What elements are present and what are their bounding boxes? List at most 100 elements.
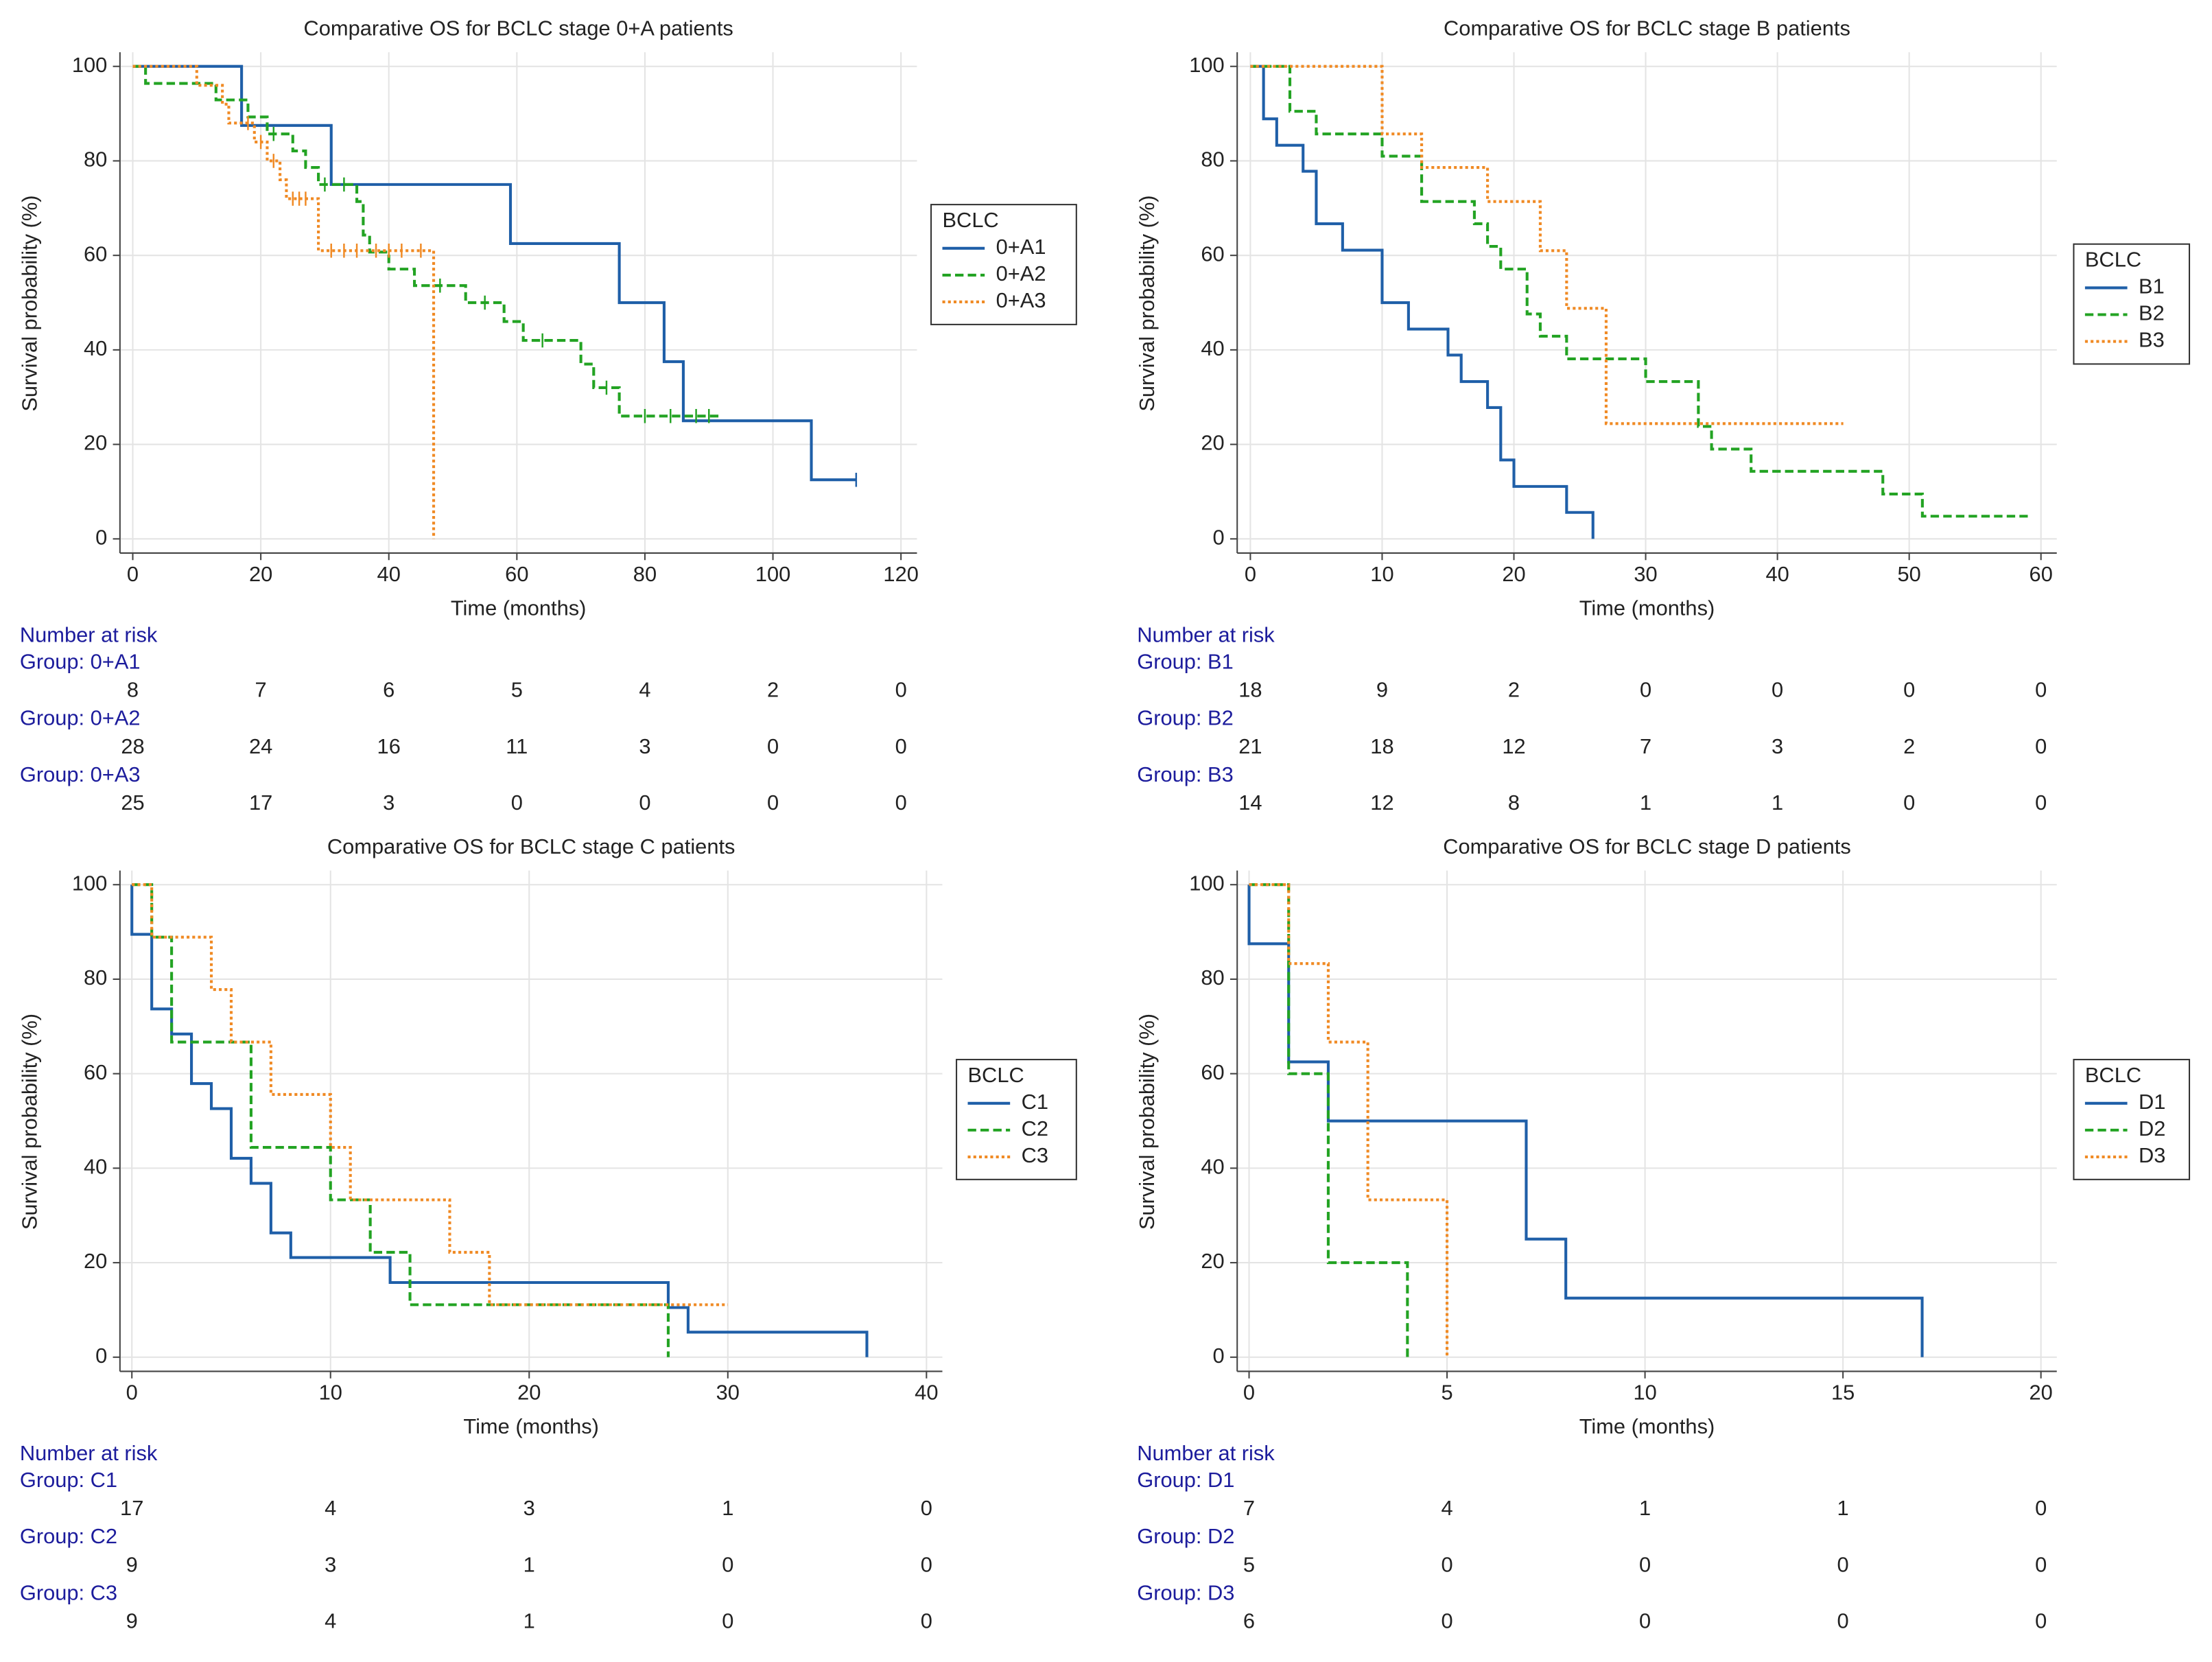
legend-label: D3 (2139, 1143, 2165, 1167)
risk-count: 0 (722, 1609, 733, 1633)
y-tick-label: 0 (95, 1344, 107, 1368)
x-tick-label: 0 (126, 1380, 138, 1404)
risk-table-title: Number at risk (20, 622, 158, 646)
x-tick-label: 10 (319, 1380, 342, 1404)
risk-count: 3 (523, 1496, 535, 1520)
survival-curve (132, 65, 856, 482)
risk-count: 0 (1640, 678, 1651, 702)
x-tick-label: 15 (1831, 1380, 1855, 1404)
risk-count: 0 (921, 1496, 932, 1520)
y-tick-label: 60 (84, 242, 107, 266)
risk-group-label: Group: D2 (1137, 1524, 1234, 1548)
y-axis-label: Survival probability (%) (1135, 1014, 1159, 1230)
risk-group-label: Group: 0+A3 (20, 762, 141, 786)
risk-count: 0 (767, 791, 779, 815)
y-tick-label: 80 (1201, 148, 1224, 172)
risk-count: 0 (1441, 1609, 1452, 1633)
y-tick-label: 20 (84, 1249, 107, 1273)
risk-count: 2 (1508, 678, 1520, 702)
survival-curve (1249, 883, 1449, 1357)
risk-count: 3 (325, 1552, 336, 1576)
risk-count: 1 (523, 1609, 535, 1633)
risk-table-title: Number at risk (20, 1441, 158, 1465)
x-tick-label: 40 (1765, 562, 1789, 586)
y-tick-label: 40 (84, 336, 107, 360)
x-tick-label: 80 (633, 562, 657, 586)
y-tick-label: 0 (1213, 1344, 1225, 1368)
risk-count: 11 (506, 734, 528, 758)
risk-count: 8 (127, 678, 139, 702)
survival-curve (130, 885, 869, 1357)
x-tick-label: 10 (1370, 562, 1393, 586)
km-panel: Comparative OS for BCLC stage 0+A patien… (17, 16, 1077, 815)
x-tick-label: 20 (2029, 1380, 2053, 1404)
x-axis-label: Time (months) (1579, 1414, 1715, 1438)
legend-label: C2 (1022, 1116, 1048, 1140)
legend-label: B3 (2139, 328, 2165, 352)
risk-count: 0 (1837, 1609, 1849, 1633)
risk-count: 0 (2035, 1552, 2047, 1576)
survival-curve (1247, 885, 1924, 1357)
chart-title: Comparative OS for BCLC stage 0+A patien… (304, 16, 733, 40)
y-tick-label: 60 (1201, 242, 1224, 266)
legend-box (2073, 243, 2191, 365)
risk-count: 0 (921, 1609, 932, 1633)
legend-label: D2 (2139, 1116, 2165, 1140)
risk-group-label: Group: 0+A1 (20, 649, 141, 673)
risk-group-label: Group: 0+A2 (20, 706, 141, 730)
risk-count: 1 (1640, 791, 1651, 815)
y-tick-label: 80 (84, 965, 107, 990)
risk-count: 0 (1903, 791, 1915, 815)
y-tick-label: 60 (84, 1060, 107, 1084)
risk-count: 2 (1903, 734, 1915, 758)
risk-count: 1 (523, 1552, 535, 1576)
legend-label: B1 (2139, 274, 2165, 299)
y-axis-label: Survival probability (%) (17, 1014, 41, 1230)
legend-label: B2 (2139, 301, 2165, 325)
legend-title: BCLC (943, 208, 999, 232)
legend-label: 0+A2 (996, 261, 1046, 285)
risk-count: 1 (1837, 1496, 1849, 1520)
risk-count: 4 (1441, 1496, 1452, 1520)
x-axis-label: Time (months) (1579, 596, 1715, 620)
risk-count: 24 (249, 734, 272, 758)
risk-count: 5 (1243, 1552, 1255, 1576)
risk-count: 2 (767, 678, 779, 702)
x-tick-label: 5 (1441, 1380, 1452, 1404)
risk-count: 17 (120, 1496, 143, 1520)
km-panel: Comparative OS for BCLC stage B patients… (1135, 16, 2191, 815)
legend-label: C1 (1022, 1090, 1048, 1114)
risk-count: 0 (639, 791, 650, 815)
risk-count: 1 (1639, 1496, 1651, 1520)
y-tick-label: 100 (1189, 871, 1224, 895)
risk-count: 0 (2035, 734, 2047, 758)
risk-count: 18 (1238, 678, 1262, 702)
y-tick-label: 0 (95, 525, 107, 549)
risk-count: 5 (511, 678, 523, 702)
legend-box (956, 1059, 1077, 1180)
risk-count: 3 (1772, 734, 1783, 758)
risk-count: 0 (511, 791, 523, 815)
risk-count: 1 (1772, 791, 1783, 815)
risk-count: 0 (895, 734, 907, 758)
risk-group-label: Group: C3 (20, 1580, 117, 1604)
risk-count: 3 (383, 791, 395, 815)
risk-count: 0 (2035, 791, 2047, 815)
risk-count: 7 (1640, 734, 1651, 758)
x-tick-label: 20 (1502, 562, 1525, 586)
km-panel: Comparative OS for BCLC stage C patients… (17, 834, 1077, 1633)
survival-curve (132, 883, 728, 1307)
legend-label: C3 (1022, 1143, 1048, 1167)
risk-count: 7 (1243, 1496, 1255, 1520)
x-tick-label: 0 (1243, 1380, 1255, 1404)
risk-count: 18 (1370, 734, 1393, 758)
y-tick-label: 40 (84, 1155, 107, 1179)
legend-title: BCLC (968, 1063, 1024, 1087)
risk-count: 25 (121, 791, 144, 815)
x-tick-label: 120 (883, 562, 918, 586)
risk-group-label: Group: C1 (20, 1468, 117, 1492)
risk-count: 9 (126, 1552, 138, 1576)
risk-group-label: Group: D1 (1137, 1468, 1234, 1492)
legend-title: BCLC (2085, 248, 2141, 272)
